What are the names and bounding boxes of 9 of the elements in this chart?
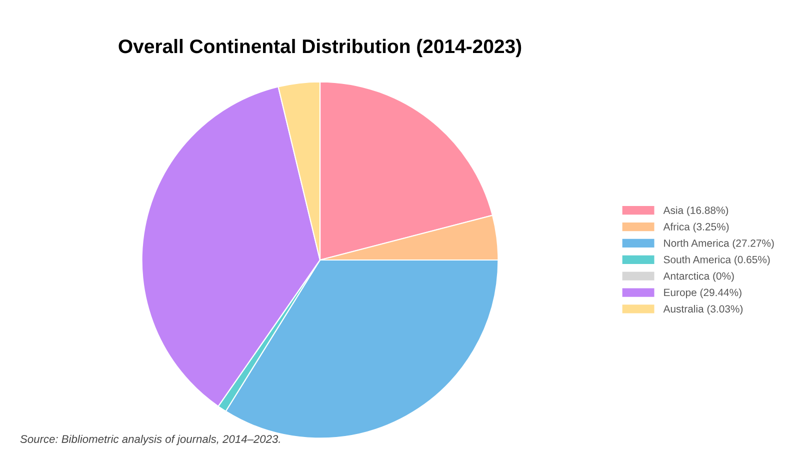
legend-label: South America (0.65%)	[664, 256, 770, 266]
legend-label: Australia (3.03%)	[663, 304, 743, 315]
source-note: Source: Bibliometric analysis of journals, 2014–2023.	[20, 434, 280, 446]
chart-title: Overall Continental Distribution (2014-2023)	[118, 38, 522, 58]
legend-label: Asia (16.88%)	[663, 206, 728, 216]
legend-label: Europe (29.44%)	[664, 288, 742, 298]
legend-label: North America (27.27%)	[664, 239, 774, 249]
legend-label: Antarctica (0%)	[663, 272, 734, 282]
legend-label: Africa (3.25%)	[663, 222, 729, 232]
